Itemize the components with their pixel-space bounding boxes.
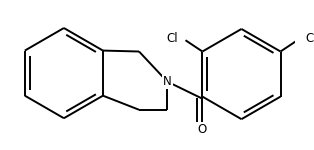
Text: Cl: Cl: [166, 32, 178, 45]
Text: N: N: [163, 75, 172, 88]
Text: O: O: [198, 123, 207, 136]
Text: Cl: Cl: [305, 32, 314, 45]
